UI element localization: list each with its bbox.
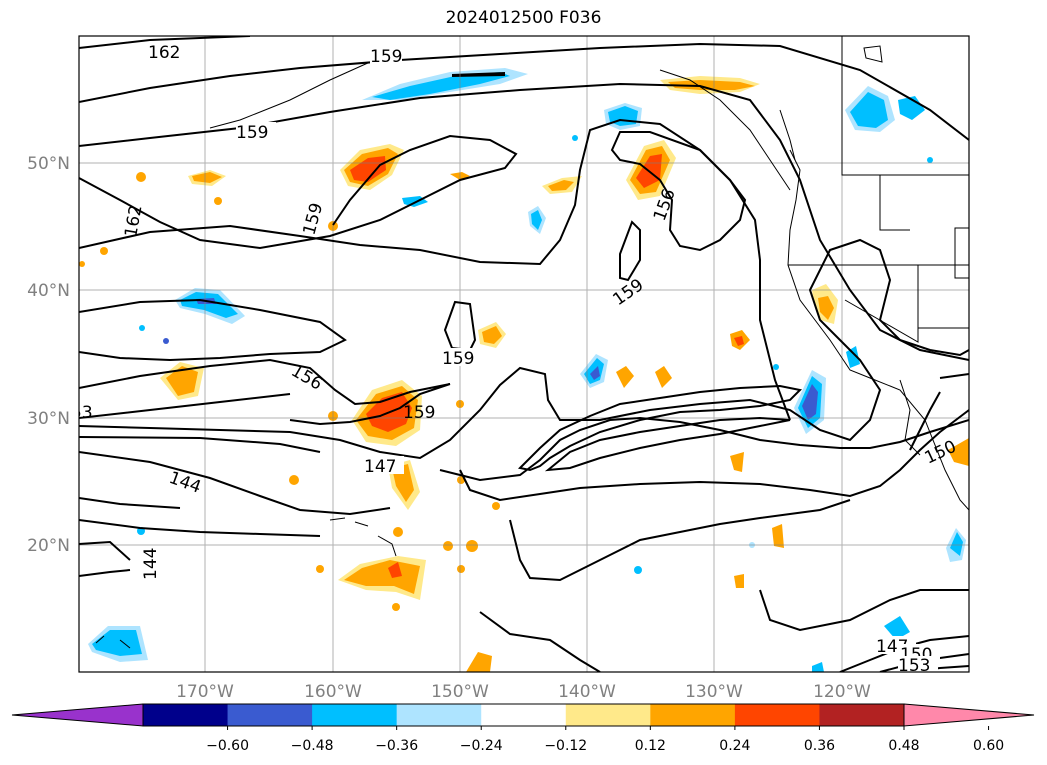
colorbar-extend-max bbox=[904, 704, 1034, 726]
contour-label: 147 bbox=[364, 457, 396, 477]
contour-label: 159 bbox=[236, 123, 268, 143]
colorbar-tick-label: −0.48 bbox=[291, 738, 334, 754]
colorbar-tick-label: 0.12 bbox=[635, 738, 666, 754]
colorbar-segment bbox=[566, 704, 651, 726]
lon-tick-label: 160°W bbox=[304, 682, 362, 702]
colorbar-tick-label: 0.60 bbox=[973, 738, 1004, 754]
colorbar-segment bbox=[312, 704, 397, 726]
latitude-ticks: 50°N 40°N 30°N 20°N bbox=[27, 154, 70, 556]
contour-label: 53 bbox=[71, 403, 93, 423]
colorbar-segment bbox=[650, 704, 735, 726]
contour-label: 159 bbox=[442, 349, 474, 369]
colorbar-extend-min bbox=[12, 704, 143, 726]
contour-label: 162 bbox=[148, 43, 180, 63]
colorbar-tick-label: −0.24 bbox=[460, 738, 503, 754]
lat-tick-label: 20°N bbox=[27, 536, 70, 556]
colorbar-segment bbox=[228, 704, 313, 726]
lat-tick-label: 40°N bbox=[27, 281, 70, 301]
lon-tick-label: 140°W bbox=[558, 682, 616, 702]
colorbar-tick-label: 0.24 bbox=[719, 738, 750, 754]
colorbar: −0.60 −0.48 −0.36 −0.24 −0.12 0.12 0.24 0.36 0.4… bbox=[12, 704, 1034, 754]
colorbar-segment bbox=[397, 704, 482, 726]
colorbar-tick-label: −0.60 bbox=[206, 738, 249, 754]
contour-label: 159 bbox=[370, 47, 402, 67]
longitude-ticks: 170°W 160°W 150°W 140°W 130°W 120°W bbox=[176, 682, 871, 702]
contour-label: 159 bbox=[403, 403, 435, 423]
lon-tick-label: 130°W bbox=[685, 682, 743, 702]
colorbar-tick-label: −0.36 bbox=[375, 738, 418, 754]
colorbar-tick-label: 0.48 bbox=[888, 738, 919, 754]
contour-label: 153 bbox=[898, 656, 930, 676]
colorbar-tick-label: −0.12 bbox=[544, 738, 587, 754]
colorbar-segment bbox=[735, 704, 820, 726]
colorbar-segment bbox=[819, 704, 904, 726]
lon-tick-label: 120°W bbox=[813, 682, 871, 702]
colorbar-tick-label: 0.36 bbox=[804, 738, 835, 754]
lon-tick-label: 170°W bbox=[176, 682, 234, 702]
colorbar-segment bbox=[481, 704, 566, 726]
lat-tick-label: 50°N bbox=[27, 154, 70, 174]
contour-label: 144 bbox=[141, 548, 161, 580]
colorbar-segment bbox=[143, 704, 228, 726]
lon-tick-label: 150°W bbox=[431, 682, 489, 702]
lat-tick-label: 30°N bbox=[27, 409, 70, 429]
